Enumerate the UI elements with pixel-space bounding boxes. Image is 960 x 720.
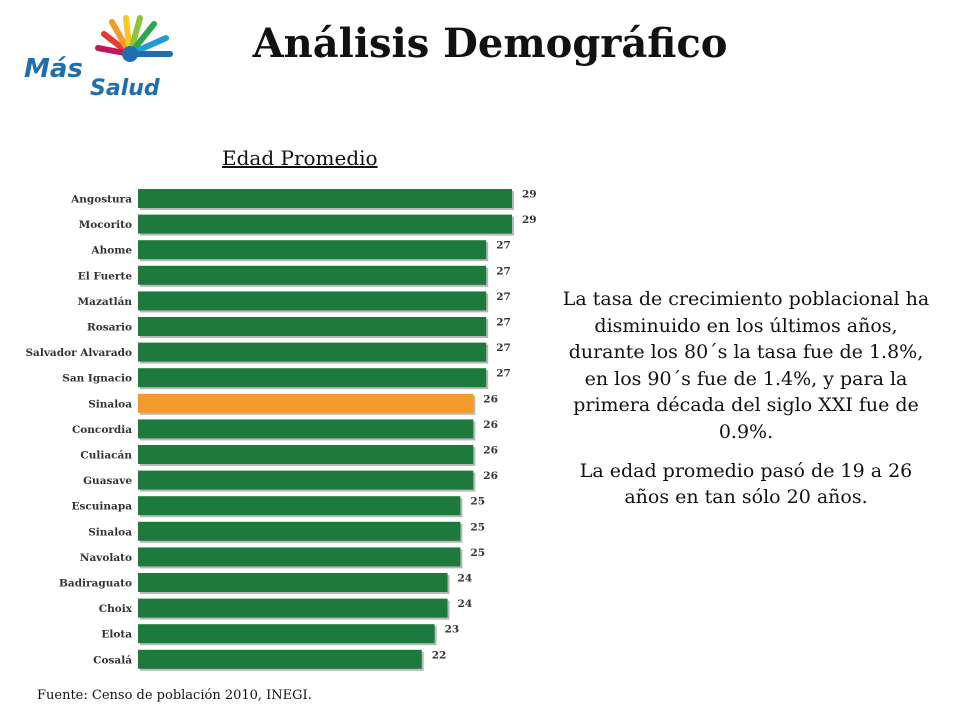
value-label-6: 27	[496, 342, 511, 354]
logo-rays-icon	[95, 15, 173, 62]
value-label-1: 29	[522, 214, 537, 226]
bar-chart: Angostura 29 Mocorito 29 Ahome 27 El Fuerte 27 M…	[25, 189, 537, 671]
category-label-8: Sinaloa	[88, 398, 132, 410]
source-note: Fuente: Censo de población 2010, INEGI.	[37, 688, 312, 703]
description-block: La tasa de crecimiento poblacional ha di…	[556, 286, 936, 523]
value-label-18: 22	[432, 649, 447, 661]
value-label-17: 23	[445, 624, 460, 636]
category-label-14: Navolato	[80, 552, 132, 564]
bar-6	[138, 342, 487, 362]
value-label-7: 27	[496, 368, 511, 380]
value-label-5: 27	[496, 317, 511, 329]
description-paragraph-1: La tasa de crecimiento poblacional ha di…	[562, 288, 930, 443]
value-label-0: 29	[522, 189, 537, 201]
value-label-4: 27	[496, 291, 511, 303]
value-label-3: 27	[496, 265, 511, 277]
bar-17	[138, 624, 435, 644]
value-label-11: 26	[483, 470, 498, 482]
bar-18	[138, 649, 422, 669]
bar-1	[138, 214, 512, 234]
category-label-10: Culiacán	[80, 450, 132, 462]
page-title: Análisis Demográfico	[252, 20, 728, 67]
bar-16	[138, 598, 448, 618]
category-label-5: Rosario	[87, 322, 132, 334]
value-label-14: 25	[470, 547, 485, 559]
value-label-2: 27	[496, 240, 511, 252]
bar-15	[138, 573, 448, 592]
category-label-1: Mocorito	[79, 219, 132, 231]
value-label-16: 24	[458, 598, 473, 610]
chart-title: Edad Promedio	[222, 146, 378, 170]
bar-4	[138, 291, 487, 311]
bar-5	[138, 317, 487, 336]
category-label-18: Cosalá	[93, 654, 132, 666]
category-label-4: Mazatlán	[78, 296, 133, 308]
logo-text-mas: Más	[24, 54, 83, 84]
category-label-7: San Ignacio	[62, 373, 132, 385]
value-label-12: 25	[470, 496, 485, 508]
mas-salud-logo: Más Salud	[20, 14, 173, 101]
category-label-6: Salvador Alvarado	[25, 347, 132, 359]
category-label-2: Ahome	[90, 245, 132, 257]
value-label-13: 25	[470, 521, 485, 533]
bar-8	[138, 393, 474, 413]
category-label-11: Guasave	[83, 475, 132, 487]
value-label-9: 26	[483, 419, 498, 431]
category-label-0: Angostura	[70, 194, 132, 206]
bar-9	[138, 419, 474, 439]
category-label-16: Choix	[99, 603, 133, 615]
bar-12	[138, 496, 461, 516]
bar-2	[138, 240, 487, 260]
logo-text-salud: Salud	[90, 76, 160, 101]
category-label-3: El Fuerte	[78, 270, 133, 282]
category-label-15: Badiraguato	[59, 578, 132, 590]
bar-11	[138, 470, 474, 490]
category-label-12: Escuinapa	[71, 501, 132, 513]
value-label-15: 24	[458, 573, 473, 585]
value-label-8: 26	[483, 393, 498, 405]
value-label-10: 26	[483, 445, 498, 457]
bar-3	[138, 265, 487, 285]
category-label-13: Sinaloa	[88, 526, 132, 538]
bar-10	[138, 445, 474, 464]
category-label-9: Concordia	[72, 424, 132, 436]
bar-7	[138, 368, 487, 388]
bar-14	[138, 547, 461, 567]
bar-0	[138, 189, 512, 208]
category-label-17: Elota	[101, 629, 132, 641]
bar-13	[138, 521, 461, 541]
description-paragraph-2: La edad promedio pasó de 19 a 26 años en…	[579, 459, 913, 509]
